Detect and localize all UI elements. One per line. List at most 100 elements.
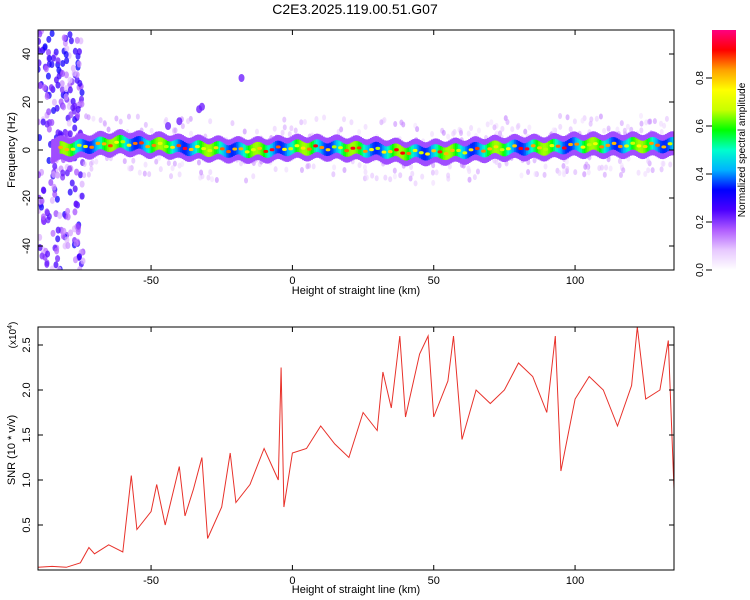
spectrogram-ridge-mid [68, 143, 71, 157]
spectrogram-noise-cell [661, 160, 666, 167]
spectrogram-ridge-peak [213, 146, 219, 150]
spectrogram-noise-cell [55, 226, 61, 234]
spectrogram-ridge-mid [291, 141, 295, 154]
spectrogram-noise-cell [466, 165, 471, 172]
spectrogram-noise-cell [77, 171, 83, 179]
spectrogram-ridge-peak [499, 148, 505, 152]
spectrogram-noise-cell [49, 61, 55, 69]
spectrogram-noise-cell [53, 261, 59, 269]
spectrogram-noise-cell [51, 170, 57, 178]
spectrogram-noise-cell [322, 114, 327, 121]
spectrogram-ridge-outer [51, 139, 54, 164]
spectrogram-ridge-peak [425, 152, 430, 156]
spectrogram-noise-cell [46, 125, 52, 133]
spectrogram-ridge-peak [524, 147, 530, 151]
spectrogram-ridge-mid [125, 138, 128, 151]
spectrogram-noise-cell [543, 163, 548, 170]
spectrogram-noise-cell [65, 213, 71, 221]
spectrogram-ridge-mid [361, 143, 364, 157]
spectrogram-ridge-peak [474, 146, 480, 151]
spectrogram-ridge-mid [317, 139, 320, 153]
spectrogram-noise-cell [147, 171, 152, 178]
spectrogram-noise-cell [79, 100, 85, 108]
spectrogram-noise-cell [282, 124, 287, 131]
spectrogram-noise-cell [561, 163, 566, 170]
spectrogram-ridge-mid [473, 142, 476, 155]
spectrogram-ridge-peak [617, 144, 623, 149]
spectrogram-ridge-mid [100, 136, 103, 150]
spectrogram-ridge-mid [93, 139, 96, 152]
spectrogram-artifact-cell [238, 74, 245, 82]
spectrogram-noise-cell [497, 162, 502, 169]
spectrogram-ridge-mid [112, 138, 115, 151]
spectrogram-noise-cell [75, 111, 81, 119]
spectrogram-noise-cell [606, 125, 611, 132]
spectrogram-ridge-peak [418, 151, 424, 155]
spectrogram-ridge-mid [261, 143, 264, 157]
spectrogram-ridge-peak [605, 143, 611, 147]
spectrogram-ridge-mid [273, 141, 276, 155]
spectrogram-noise-cell [564, 158, 569, 165]
spectrogram-noise-cell [74, 76, 80, 84]
spectrogram-noise-cell [526, 168, 531, 175]
spectrogram-noise-cell [542, 171, 547, 178]
spectrogram-y-tick-label: 20 [21, 96, 33, 108]
spectrogram-ridge-mid [368, 144, 371, 158]
spectrogram-ridge-mid [349, 143, 352, 156]
spectrogram-ridge-mid [571, 137, 575, 150]
spectrogram-noise-cell [519, 172, 524, 179]
spectrogram-noise-cell [72, 185, 78, 193]
spectrogram-noise-cell [52, 190, 58, 198]
spectrogram-noise-cell [65, 207, 71, 215]
spectrogram-noise-cell [55, 81, 61, 89]
spectrogram-ridge-peak [493, 145, 499, 149]
spectrogram-ridge-peak [275, 145, 281, 149]
spectrogram-ridge-mid [254, 142, 257, 155]
spectrogram-noise-cell [558, 113, 563, 120]
spectrogram-noise-cell [189, 130, 194, 137]
snr-y-multiplier-prefix: (x10 [8, 328, 19, 348]
spectrogram-noise-cell [349, 119, 354, 126]
spectrogram-ridge-mid [454, 143, 457, 156]
spectrogram-noise-cell [48, 84, 54, 92]
spectrogram-ridge-outer [54, 137, 57, 162]
spectrogram-noise-cell [69, 179, 75, 187]
spectrogram-ridge-mid [161, 137, 164, 151]
spectrogram-ridge-peak [381, 150, 387, 154]
spectrogram-ridge-peak [325, 148, 331, 152]
spectrogram-ridge-peak [655, 143, 661, 147]
spectrogram-noise-cell [106, 126, 111, 133]
spectrogram-ridge-peak [188, 147, 194, 152]
spectrogram-noise-cell [75, 105, 81, 113]
spectrogram-ridge-peak [661, 145, 667, 149]
spectrogram-noise-cell [364, 174, 369, 181]
spectrogram-ridge-peak [232, 147, 238, 151]
spectrogram-ridge-peak [350, 146, 356, 150]
spectrogram-ridge-mid [634, 137, 637, 151]
spectrogram-ridge-mid [200, 141, 203, 154]
spectrogram-noise-cell [305, 163, 310, 170]
spectrogram-ridge-mid [641, 140, 644, 154]
spectrogram-noise-cell [533, 171, 538, 178]
spectrogram-ridge-mid [168, 141, 171, 155]
spectrogram-noise-cell [45, 250, 51, 258]
spectrogram-ridge-peak [338, 146, 343, 150]
spectrogram-noise-cell [50, 229, 56, 237]
spectrogram-noise-cell [39, 252, 45, 260]
spectrogram-noise-cell [331, 171, 336, 178]
spectrogram-noise-cell [646, 158, 651, 165]
spectrogram-x-ticks: -50 0 50 100 [143, 30, 584, 287]
colorbar-label: Normalized spectral amplitude [737, 82, 748, 217]
spectrogram-noise-cell [57, 212, 63, 220]
spectrogram-ridge-peak [456, 148, 462, 153]
snr-y-tick-label: 2.0 [21, 382, 33, 397]
spectrogram-noise-cell [251, 173, 256, 180]
colorbar-tick-label: 0.6 [695, 119, 706, 133]
spectrogram-noise-cell [38, 203, 44, 211]
spectrogram-noise-cell [60, 59, 66, 67]
spectrogram-ridge-peak [505, 147, 511, 151]
spectrogram-ridge-peak [630, 141, 636, 145]
spectrogram-ridge-peak [300, 146, 306, 150]
spectrogram-noise-cell [409, 163, 414, 170]
